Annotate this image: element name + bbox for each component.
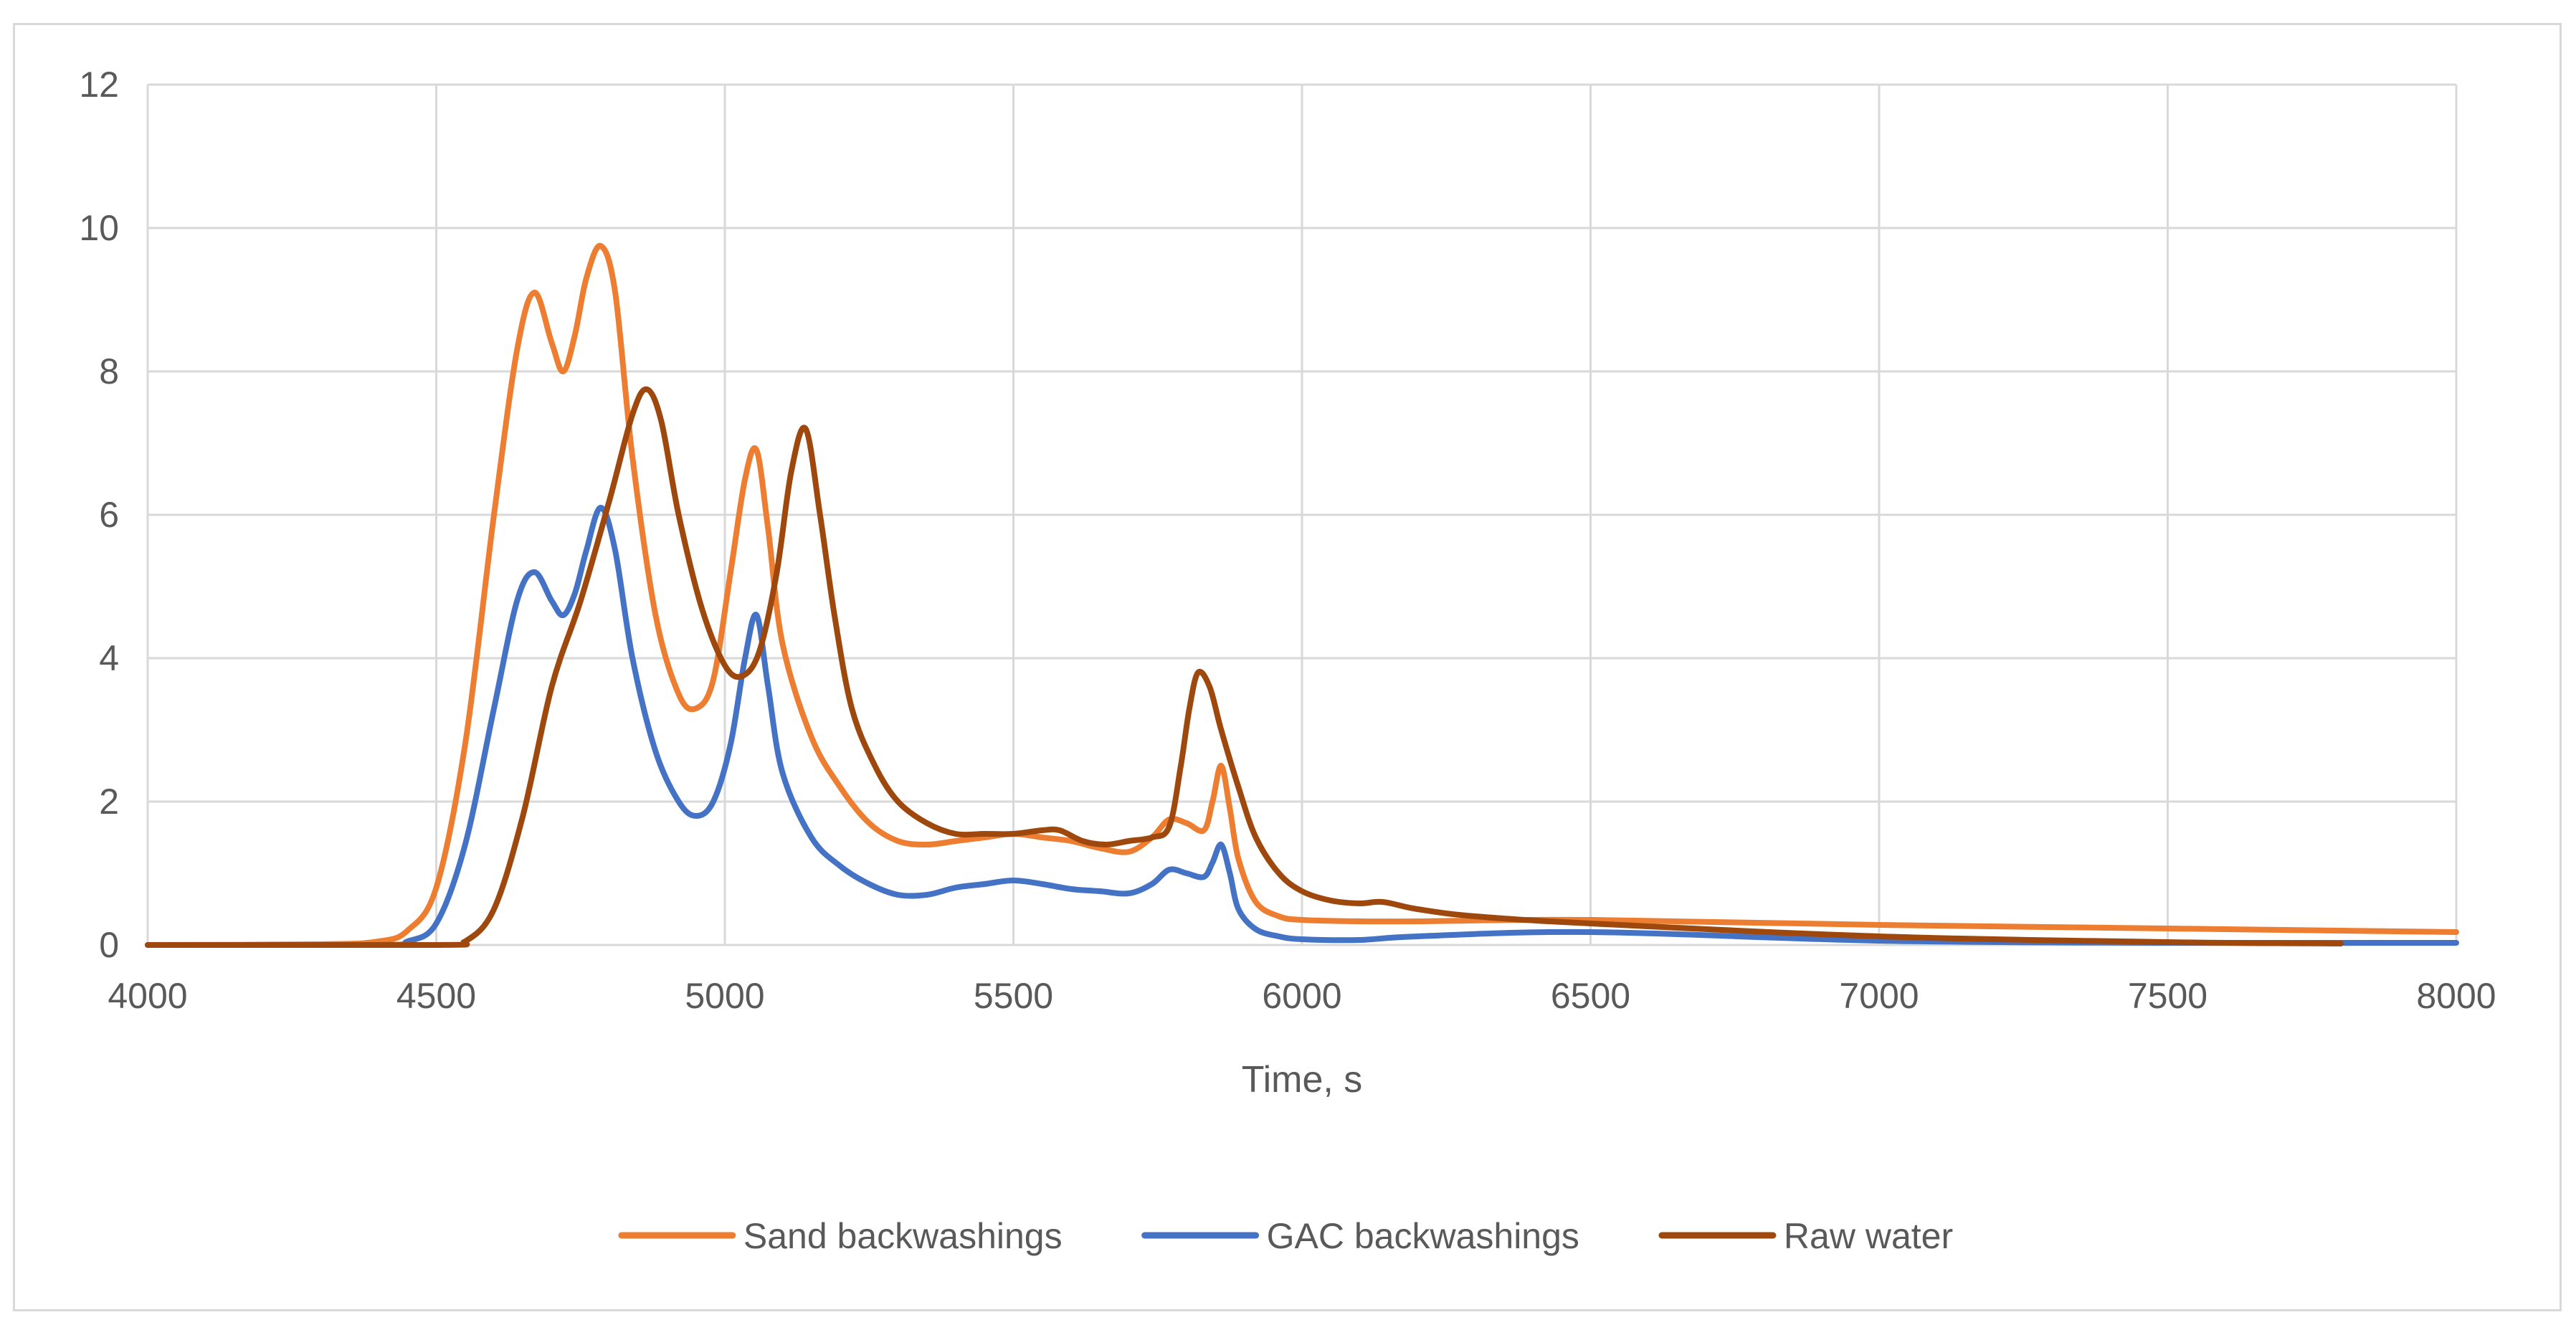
- x-axis-title: Time, s: [1242, 1059, 1363, 1101]
- x-tick-label: 6500: [1551, 976, 1630, 1016]
- x-tick-label: 4500: [396, 976, 476, 1016]
- legend: Sand backwashings GAC backwashings Raw wat…: [618, 1216, 1953, 1256]
- series-lines: [145, 242, 2459, 949]
- x-tick-label: 4000: [108, 976, 187, 1016]
- y-tick-label: 4: [99, 638, 119, 678]
- x-tick-label: 8000: [2416, 976, 2496, 1016]
- x-tick-labels: 4000 4500 5000 5500 6000 6500 7000 7500 8000: [108, 976, 2496, 1016]
- series-line-sand-backwashings: [145, 242, 2459, 948]
- y-tick-labels: 0 2 4 6 8 10 12: [79, 65, 119, 965]
- legend-label-sand-backwashings: Sand backwashings: [743, 1216, 1063, 1256]
- y-tick-label: 12: [79, 65, 119, 105]
- legend-label-raw-water: Raw water: [1784, 1216, 1953, 1256]
- x-tick-label: 5000: [685, 976, 764, 1016]
- x-tick-label: 5500: [974, 976, 1053, 1016]
- line-chart: 4000 4500 5000 5500 6000 6500 7000 7500 8000 0 2 4…: [79, 65, 2496, 1256]
- x-tick-label: 7000: [1839, 976, 1919, 1016]
- y-tick-label: 0: [99, 925, 119, 965]
- legend-label-gac-backwashings: GAC backwashings: [1267, 1216, 1579, 1256]
- y-tick-label: 2: [99, 782, 119, 822]
- x-tick-label: 7500: [2128, 976, 2207, 1016]
- y-tick-label: 8: [99, 351, 119, 391]
- y-tick-label: 10: [79, 208, 119, 248]
- x-tick-label: 6000: [1262, 976, 1341, 1016]
- y-tick-label: 6: [99, 495, 119, 535]
- series-line-gac-backwashings: [145, 505, 2459, 949]
- series-line-raw-water: [145, 386, 2344, 949]
- chart-frame: 4000 4500 5000 5500 6000 6500 7000 7500 8000 0 2 4…: [13, 23, 2562, 1311]
